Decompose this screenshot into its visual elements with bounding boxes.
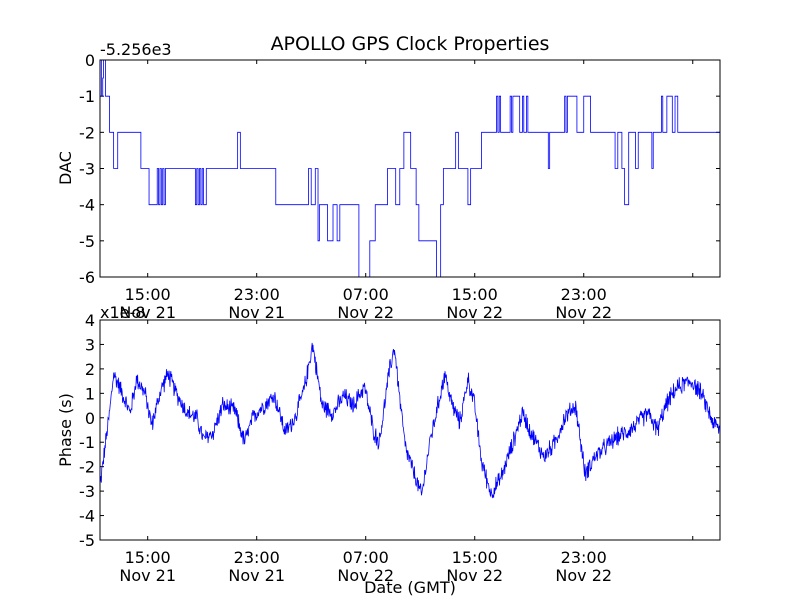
dac-y-tick-label: -1 (79, 87, 95, 106)
dac-x-tick-date-label: Nov 22 (337, 303, 394, 322)
phase-y-tick-label: 2 (85, 360, 95, 379)
phase-x-axis-label: Date (GMT) (364, 578, 456, 597)
dac-x-tick-time-label: 23:00 (234, 285, 280, 304)
phase-offset-text: x1e-8 (100, 303, 145, 322)
dac-x-tick-date-label: Nov 22 (555, 303, 612, 322)
dac-y-tick-label: -3 (79, 160, 95, 179)
dac-plot-frame (99, 59, 721, 278)
phase-x-tick-time-label: 23:00 (561, 548, 607, 567)
phase-y-tick-label: -5 (79, 531, 95, 550)
phase-x-tick-date-label: Nov 21 (119, 566, 176, 585)
dac-x-tick-date-label: Nov 21 (119, 303, 176, 322)
dac-y-axis-label: DAC (56, 151, 75, 185)
phase-x-tick-time-label: 07:00 (343, 548, 389, 567)
phase-y-tick-label: 4 (85, 311, 95, 330)
dac-y-ticks: 0 -1 -2 -3 -4 -5 -6 (79, 51, 720, 287)
phase-y-tick-label: -2 (79, 458, 95, 477)
phase-x-tick-date-label: Nov 22 (555, 566, 612, 585)
phase-chart: x1e-8 Phase (s) Date (GMT) 4 3 2 1 0 -1 -2 -3 -4… (56, 303, 721, 597)
dac-y-tick-label: -4 (79, 196, 95, 215)
phase-y-tick-label: -1 (79, 433, 95, 452)
dac-x-tick-time-label: 15:00 (452, 285, 498, 304)
phase-y-tick-label: -3 (79, 482, 95, 501)
phase-x-tick-time-label: 23:00 (234, 548, 280, 567)
dac-y-tick-label: -6 (79, 268, 95, 287)
phase-x-tick-time-label: 15:00 (125, 548, 171, 567)
dac-x-tick-date-label: Nov 22 (446, 303, 503, 322)
phase-y-tick-label: 0 (85, 409, 95, 428)
phase-y-ticks: 4 3 2 1 0 -1 -2 -3 -4 -5 (79, 311, 720, 550)
dac-y-tick-label: 0 (85, 51, 95, 70)
dac-chart: APOLLO GPS Clock Properties -5.256e3 DAC… (56, 33, 721, 322)
dac-x-tick-date-label: Nov 21 (228, 303, 285, 322)
phase-x-tick-date-label: Nov 22 (446, 566, 503, 585)
dac-y-tick-label: -2 (79, 123, 95, 142)
phase-series-line (100, 342, 720, 499)
phase-y-tick-label: 3 (85, 335, 95, 354)
dac-x-tick-time-label: 15:00 (125, 285, 171, 304)
phase-x-tick-time-label: 15:00 (452, 548, 498, 567)
phase-plot-frame (99, 319, 721, 541)
dac-x-tick-time-label: 23:00 (561, 285, 607, 304)
dac-offset-text: -5.256e3 (100, 40, 172, 59)
phase-y-tick-label: 1 (85, 384, 95, 403)
phase-x-tick-date-label: Nov 21 (228, 566, 285, 585)
dac-series-line (100, 60, 720, 277)
phase-y-tick-label: -4 (79, 507, 95, 526)
phase-x-tick-date-label: Nov 22 (337, 566, 394, 585)
dac-y-tick-label: -5 (79, 232, 95, 251)
dac-x-tick-time-label: 07:00 (343, 285, 389, 304)
phase-y-axis-label: Phase (s) (56, 393, 75, 467)
chart-title: APOLLO GPS Clock Properties (271, 33, 550, 55)
